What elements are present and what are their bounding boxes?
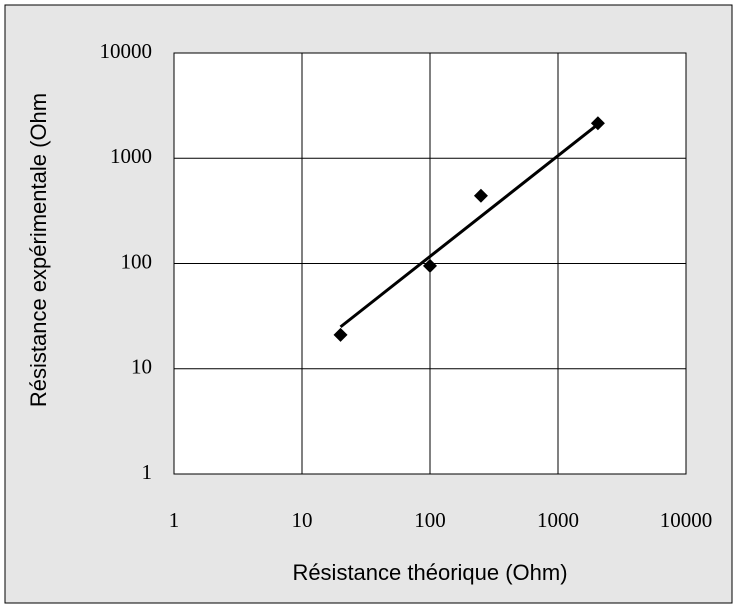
y-tick-label: 10000: [100, 39, 153, 63]
y-axis-label: Résistance expérimentale (Ohm: [26, 93, 51, 407]
y-tick-label: 1: [142, 460, 153, 484]
y-tick-label: 10: [131, 355, 152, 379]
data-point: [333, 327, 348, 342]
x-tick-label: 10: [292, 508, 313, 532]
y-tick-label: 100: [121, 249, 153, 273]
y-tick-label: 1000: [110, 144, 152, 168]
data-point: [423, 258, 437, 273]
x-axis-label: Résistance théorique (Ohm): [292, 560, 567, 585]
plot-border: [173, 52, 687, 475]
x-tick-label: 100: [414, 508, 446, 532]
data-point: [473, 188, 488, 203]
x-tick-label: 1000: [537, 508, 579, 532]
x-tick-label: 1: [169, 508, 180, 532]
trend-line: [339, 123, 599, 329]
x-tick-label: 10000: [660, 508, 713, 532]
